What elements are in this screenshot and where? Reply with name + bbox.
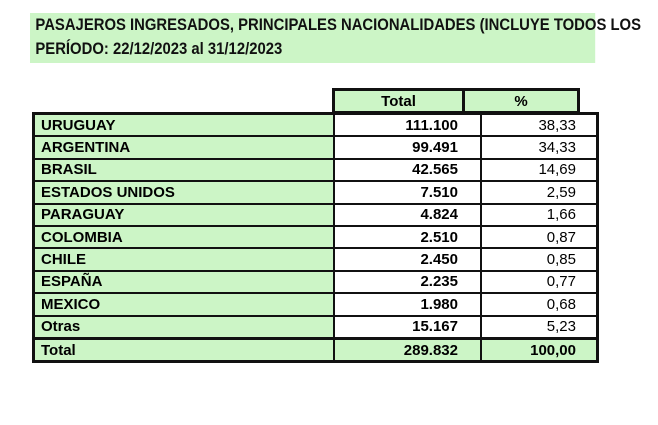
table-row: COLOMBIA 2.510 0,87 xyxy=(32,224,599,250)
total-cell: 111.100 xyxy=(333,112,482,138)
percent-cell: 0,68 xyxy=(480,292,599,317)
percent-cell: 5,23 xyxy=(480,314,599,340)
country-cell: MEXICO xyxy=(32,292,335,317)
header-percent: % xyxy=(462,88,580,114)
total-row: Total 289.832 100,00 xyxy=(32,336,599,363)
total-cell: 2.235 xyxy=(333,269,482,295)
total-cell: 1.980 xyxy=(333,292,482,317)
report-title: PASAJEROS INGRESADOS, PRINCIPALES NACION… xyxy=(30,13,642,63)
total-value: 289.832 xyxy=(333,336,482,363)
title-period: PERÍODO: 22/12/2023 al 31/12/2023 xyxy=(35,40,283,58)
total-cell: 42.565 xyxy=(333,157,482,183)
total-percent: 100,00 xyxy=(480,336,599,363)
country-cell: CHILE xyxy=(32,247,335,272)
table-row: ESTADOS UNIDOS 7.510 2,59 xyxy=(32,180,599,205)
total-cell: 7.510 xyxy=(333,180,482,205)
nationalities-table: URUGUAY 111.100 38,33 ARGENTINA 99.491 34,33 B… xyxy=(32,112,599,364)
table-row: Otras 15.167 5,23 xyxy=(32,314,599,340)
table-row: ARGENTINA 99.491 34,33 xyxy=(32,135,599,160)
table-header: Total % xyxy=(332,88,580,114)
table-row: MEXICO 1.980 0,68 xyxy=(32,292,599,317)
total-cell: 2.510 xyxy=(333,224,482,250)
total-cell: 2.450 xyxy=(333,247,482,272)
country-cell: ESPAÑA xyxy=(32,269,335,295)
table-row: CHILE 2.450 0,85 xyxy=(32,247,599,272)
total-cell: 15.167 xyxy=(333,314,482,340)
table-row: URUGUAY 111.100 38,33 xyxy=(32,112,599,138)
table-row: BRASIL 42.565 14,69 xyxy=(32,157,599,183)
country-cell: PARAGUAY xyxy=(32,202,335,227)
percent-cell: 14,69 xyxy=(480,157,599,183)
country-cell: COLOMBIA xyxy=(32,224,335,250)
percent-cell: 38,33 xyxy=(480,112,599,138)
table-row: PARAGUAY 4.824 1,66 xyxy=(32,202,599,227)
percent-cell: 0,77 xyxy=(480,269,599,295)
total-label: Total xyxy=(32,336,335,363)
country-cell: BRASIL xyxy=(32,157,335,183)
country-cell: Otras xyxy=(32,314,335,340)
total-cell: 99.491 xyxy=(333,135,482,160)
total-cell: 4.824 xyxy=(333,202,482,227)
country-cell: ESTADOS UNIDOS xyxy=(32,180,335,205)
country-cell: URUGUAY xyxy=(32,112,335,138)
title-line-1: PASAJEROS INGRESADOS, PRINCIPALES NACION… xyxy=(35,16,642,34)
percent-cell: 34,33 xyxy=(480,135,599,160)
table-row: ESPAÑA 2.235 0,77 xyxy=(32,269,599,295)
percent-cell: 1,66 xyxy=(480,202,599,227)
percent-cell: 0,87 xyxy=(480,224,599,250)
percent-cell: 0,85 xyxy=(480,247,599,272)
country-cell: ARGENTINA xyxy=(32,135,335,160)
percent-cell: 2,59 xyxy=(480,180,599,205)
header-total: Total xyxy=(332,88,465,114)
